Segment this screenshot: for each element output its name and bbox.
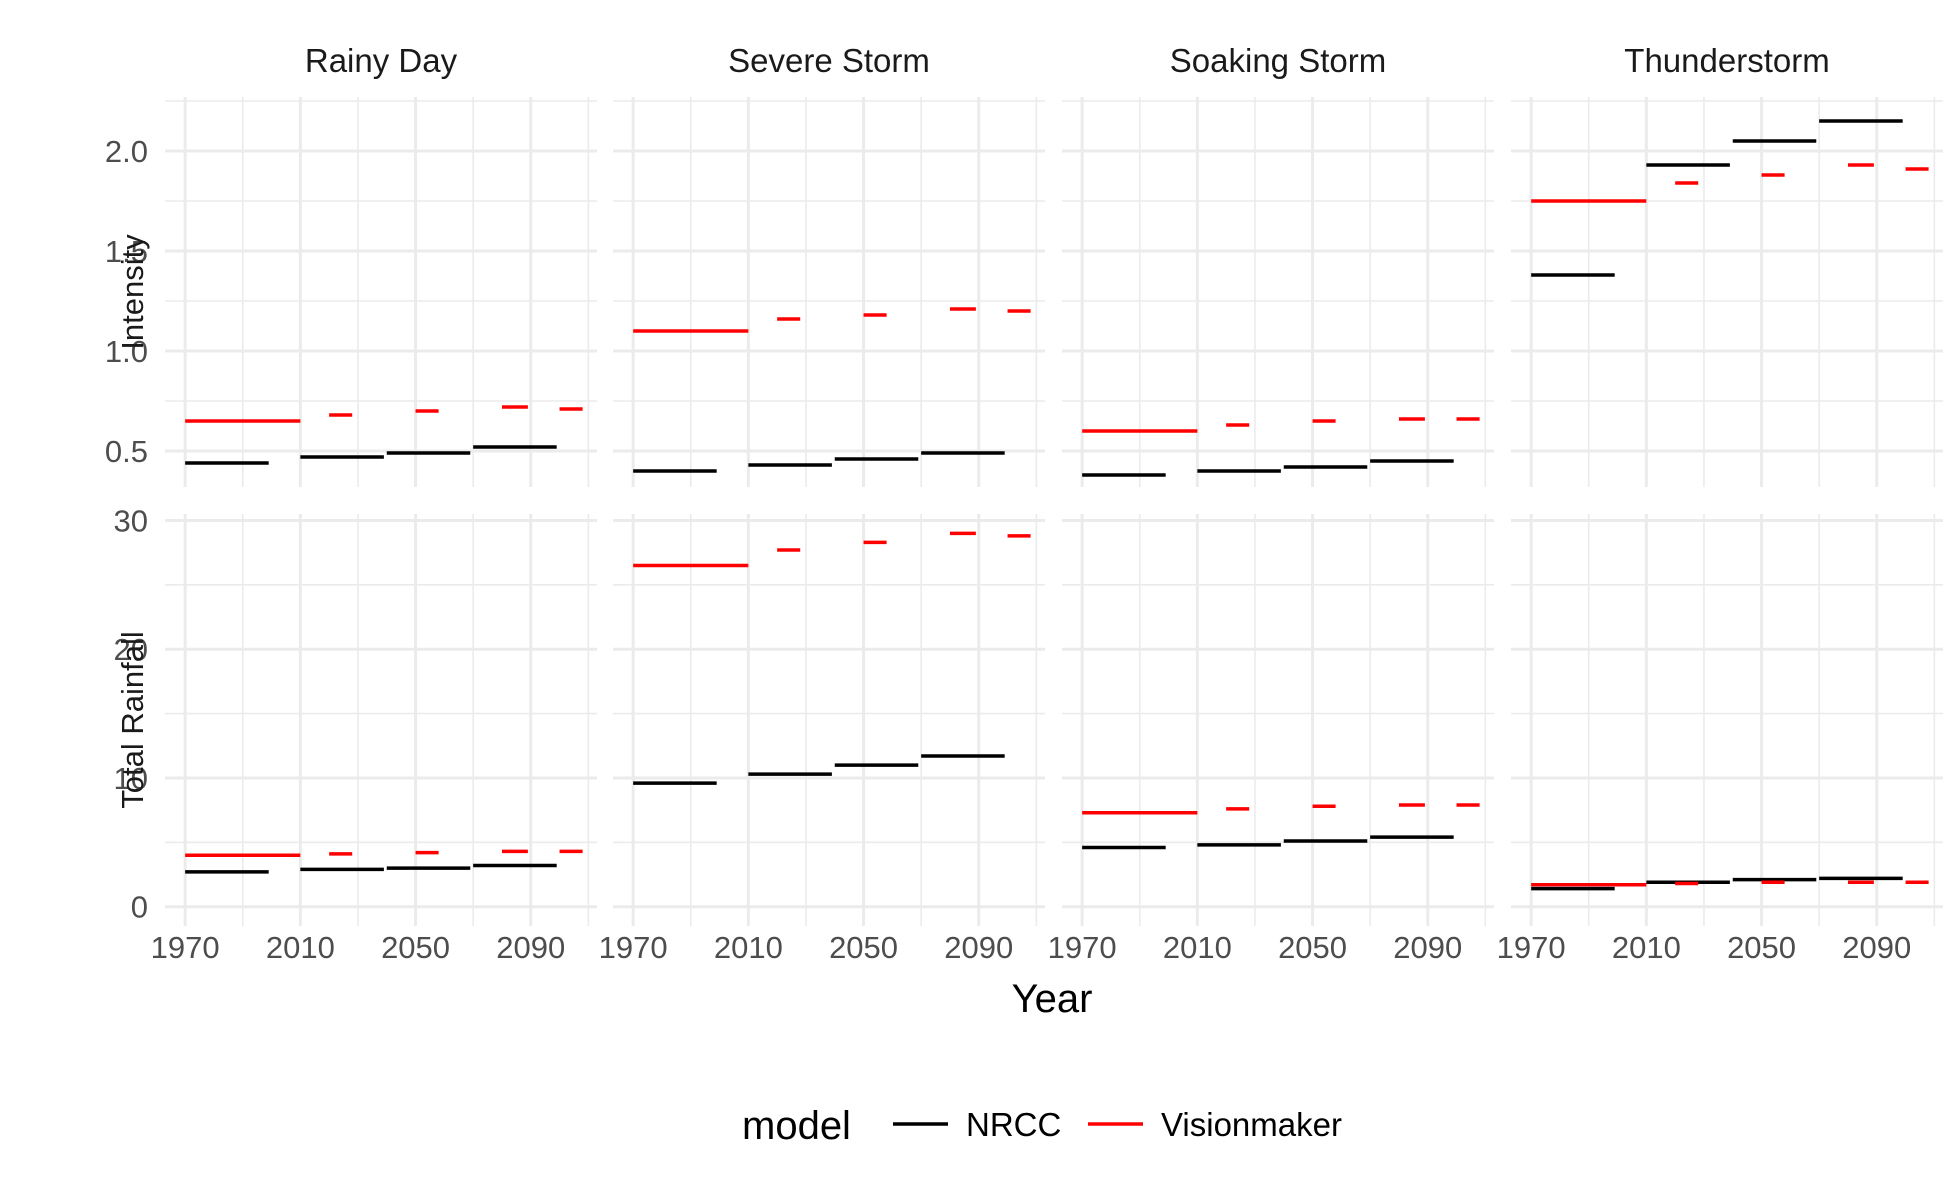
panel-total-rainfall-severe-storm (613, 514, 1045, 926)
y-tick-label: 10 (114, 761, 148, 796)
x-tick-label: 2050 (1278, 930, 1347, 965)
x-tick-label: 2010 (714, 930, 783, 965)
facet-label-soaking-storm: Soaking Storm (1170, 42, 1386, 79)
y-tick-label: 20 (114, 632, 148, 667)
panel-intensity-severe-storm (613, 97, 1045, 487)
x-tick-label: 2050 (381, 930, 450, 965)
x-tick-label: 2090 (1842, 930, 1911, 965)
x-tick-label: 2050 (1727, 930, 1796, 965)
y-axes: 0.5 1.0 1.5 2.0 Intensity 0 10 20 30 Total Rainfa… (105, 134, 150, 925)
y-tick-label: 1.5 (105, 234, 148, 269)
y-tick-label: 0 (131, 890, 148, 925)
panel-total-rainfall-rainy-day (165, 514, 597, 926)
facet-label-severe-storm: Severe Storm (728, 42, 930, 79)
chart-panels (165, 97, 1943, 926)
panel-intensity-soaking-storm (1062, 97, 1494, 487)
legend-label-nrcc: NRCC (966, 1106, 1061, 1143)
panel-total-rainfall-soaking-storm (1062, 514, 1494, 926)
x-tick-label: 1970 (1497, 930, 1566, 965)
x-tick-label: 1970 (1048, 930, 1117, 965)
legend: model NRCC Visionmaker (742, 1104, 1342, 1148)
y-tick-label: 2.0 (105, 134, 148, 169)
legend-label-visionmaker: Visionmaker (1161, 1106, 1342, 1143)
x-tick-label: 1970 (599, 930, 668, 965)
panel-total-rainfall-thunderstorm (1511, 514, 1943, 926)
y-axis-title-total-rainfall: Total Rainfall (115, 631, 150, 808)
x-tick-label: 2090 (1393, 930, 1462, 965)
y-tick-label: 1.0 (105, 334, 148, 369)
y-axis-title-intensity: Intensity (115, 234, 150, 350)
x-tick-label: 1970 (151, 930, 220, 965)
facet-label-rainy-day: Rainy Day (305, 42, 458, 79)
panel-intensity-rainy-day (165, 97, 597, 487)
y-tick-label: 0.5 (105, 434, 148, 469)
x-axis-title: Year (1012, 977, 1093, 1021)
x-tick-label: 2010 (266, 930, 335, 965)
x-tick-label: 2010 (1612, 930, 1681, 965)
x-tick-label: 2010 (1163, 930, 1232, 965)
facet-strip-labels: Rainy Day Severe Storm Soaking Storm Thunde… (305, 42, 1830, 79)
legend-title: model (742, 1104, 851, 1148)
x-tick-label: 2050 (829, 930, 898, 965)
panel-intensity-thunderstorm (1511, 97, 1943, 487)
x-tick-label: 2090 (496, 930, 565, 965)
x-axes: 1970 2010 2050 2090 1970 2010 2050 2090 1970 2010… (151, 930, 1912, 965)
facet-label-thunderstorm: Thunderstorm (1624, 42, 1829, 79)
y-tick-label: 30 (114, 503, 148, 538)
x-tick-label: 2090 (944, 930, 1013, 965)
